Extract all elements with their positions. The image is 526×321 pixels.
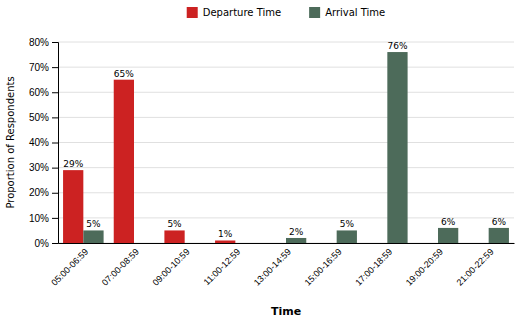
- legend-swatch: [309, 7, 320, 18]
- bar: [114, 80, 134, 243]
- bars: [63, 52, 509, 243]
- x-axis-title: Time: [271, 305, 301, 318]
- x-tick-label: 21:00-22:59: [455, 247, 496, 288]
- x-tick: 07:00-08:59: [100, 247, 141, 288]
- bar: [337, 230, 357, 243]
- y-tick-mark: [52, 67, 58, 68]
- y-axis: 0% 10% 20% 30% 40% 50% 60% 70% 80%: [29, 37, 59, 249]
- bar: [438, 228, 458, 243]
- bar: [387, 52, 407, 243]
- x-tick-label: 19:00-20:59: [404, 247, 445, 288]
- bar: [286, 238, 306, 243]
- legend-item: Departure Time: [187, 7, 281, 18]
- y-tick-mark: [52, 168, 58, 169]
- bar: [235, 243, 255, 244]
- bar: [83, 230, 103, 243]
- y-tick-label: 80%: [29, 37, 49, 48]
- bar: [185, 243, 205, 244]
- y-tick: 40%: [29, 137, 58, 148]
- legend: Departure Time Arrival Time: [187, 7, 386, 18]
- x-tick: 15:00-16:59: [303, 247, 344, 288]
- x-tick-label: 17:00-18:59: [353, 247, 394, 288]
- y-tick-label: 70%: [29, 62, 49, 73]
- grid: [58, 42, 514, 243]
- data-label: 5%: [167, 219, 182, 229]
- y-tick: 0%: [35, 238, 58, 249]
- data-label: 1%: [218, 229, 233, 239]
- y-tick-label: 0%: [35, 238, 50, 249]
- bar: [367, 243, 387, 244]
- x-tick: 19:00-20:59: [404, 247, 445, 288]
- x-tick-label: 13:00-14:59: [252, 247, 293, 288]
- bar: [164, 230, 184, 243]
- y-tick: 10%: [29, 213, 58, 224]
- x-tick-label: 07:00-08:59: [100, 247, 141, 288]
- legend-label: Departure Time: [203, 7, 281, 18]
- bar: [489, 228, 509, 243]
- y-tick-label: 40%: [29, 137, 49, 148]
- y-tick-mark: [52, 218, 58, 219]
- bar-series: [83, 52, 509, 243]
- y-axis-title: Proportion of Respondents: [5, 76, 16, 208]
- bar: [468, 243, 488, 244]
- x-tick: 05:00-06:59: [49, 247, 90, 288]
- data-label: 6%: [492, 217, 507, 227]
- bar: [418, 243, 438, 244]
- data-label: 65%: [114, 69, 134, 79]
- y-tick-mark: [52, 193, 58, 194]
- y-tick: 50%: [29, 112, 58, 123]
- y-tick: 70%: [29, 62, 58, 73]
- x-tick-label: 05:00-06:59: [49, 247, 90, 288]
- data-label: 2%: [289, 227, 304, 237]
- grid-line: [58, 67, 514, 68]
- y-tick: 80%: [29, 37, 58, 48]
- legend-swatch: [187, 7, 198, 18]
- chart: 29% 65% 5% 1% 5% 2% 5% 76% 6% 6% 0% 10% 20% 30% 40% 50%…: [0, 0, 526, 321]
- data-label: 29%: [63, 159, 83, 169]
- y-tick-label: 30%: [29, 162, 49, 173]
- y-tick-mark: [52, 92, 58, 93]
- y-tick-mark: [52, 143, 58, 144]
- y-tick-mark: [52, 42, 58, 43]
- y-tick: 20%: [29, 187, 58, 198]
- x-tick: 21:00-22:59: [455, 247, 496, 288]
- legend-label: Arrival Time: [325, 7, 385, 18]
- bar: [63, 170, 83, 243]
- y-axis-line: [52, 43, 59, 244]
- y-tick: 30%: [29, 162, 58, 173]
- x-axis-line: [59, 243, 515, 244]
- y-tick-mark: [52, 243, 58, 244]
- bar: [134, 243, 154, 244]
- data-label: 6%: [441, 217, 456, 227]
- y-tick-label: 60%: [29, 87, 49, 98]
- bar: [266, 243, 286, 244]
- x-axis: 05:00-06:5907:00-08:5909:00-10:5911:00-1…: [49, 244, 514, 288]
- plot: 29% 65% 5% 1% 5% 2% 5% 76% 6% 6% 0% 10% 20% 30% 40% 50%…: [29, 37, 515, 288]
- y-tick-label: 20%: [29, 187, 49, 198]
- bar: [316, 243, 336, 244]
- legend-item: Arrival Time: [309, 7, 385, 18]
- y-tick-label: 10%: [29, 213, 49, 224]
- bar: [215, 240, 235, 243]
- x-tick: 11:00-12:59: [202, 247, 243, 288]
- y-tick-mark: [52, 117, 58, 118]
- x-tick: 13:00-14:59: [252, 247, 293, 288]
- y-tick: 60%: [29, 87, 58, 98]
- x-tick: 17:00-18:59: [353, 247, 394, 288]
- grid-line: [58, 42, 514, 43]
- data-label: 5%: [340, 219, 355, 229]
- y-tick-label: 50%: [29, 112, 49, 123]
- data-label: 76%: [387, 41, 407, 51]
- bar-series: [63, 80, 235, 243]
- data-labels: 29% 65% 5% 1% 5% 2% 5% 76% 6% 6%: [63, 41, 506, 239]
- data-label: 5%: [86, 219, 101, 229]
- x-tick-label: 11:00-12:59: [202, 247, 243, 288]
- x-tick-label: 15:00-16:59: [303, 247, 344, 288]
- x-tick-label: 09:00-10:59: [151, 247, 192, 288]
- x-tick: 09:00-10:59: [151, 247, 192, 288]
